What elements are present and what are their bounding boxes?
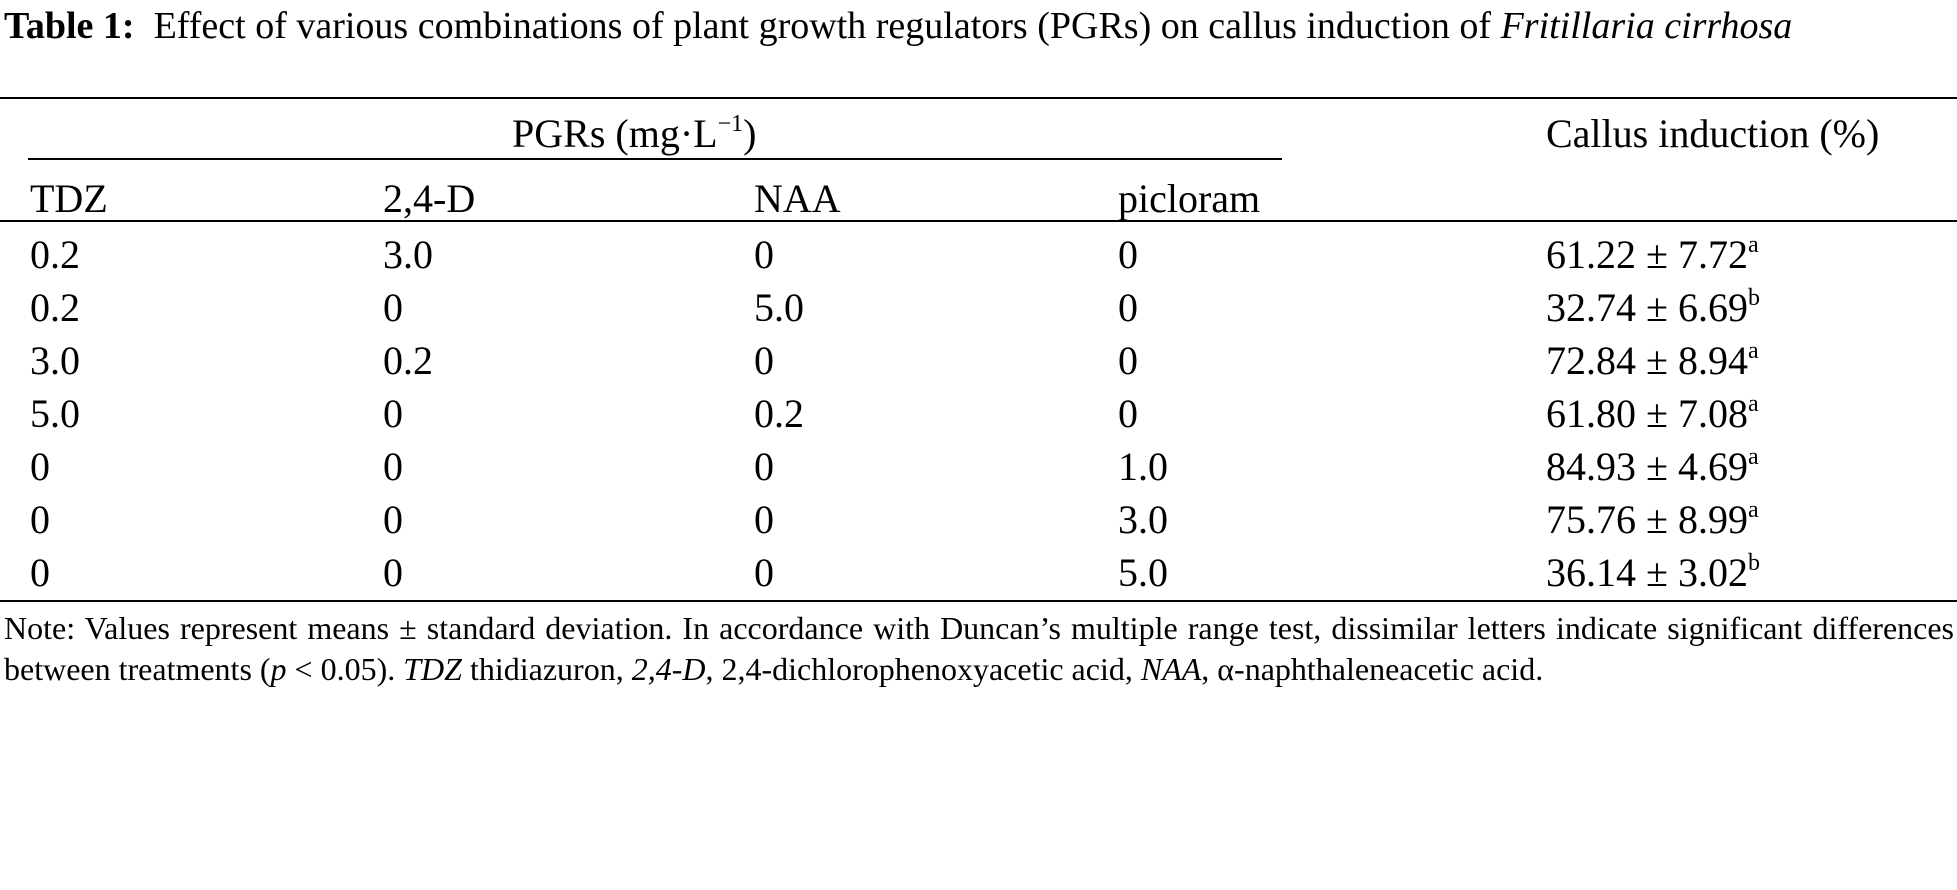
pgr-unit-exponent: −1 <box>717 111 744 137</box>
cell-24d: 0 <box>383 497 403 542</box>
cell-tdz: 0 <box>30 444 50 489</box>
cell-naa: 0 <box>754 338 774 383</box>
cell-callus: 72.84 ± 8.94a <box>1546 337 1759 385</box>
significance-letter: a <box>1747 497 1759 523</box>
cell-naa: 0.2 <box>754 391 804 436</box>
col-header-picloram: picloram <box>1118 176 1261 221</box>
caption-species: Fritillaria cirrhosa <box>1500 5 1793 47</box>
cell-naa: 0 <box>754 550 774 595</box>
table-note: Note: Values represent means ± standard … <box>4 608 1954 690</box>
significance-letter: a <box>1747 338 1759 364</box>
cell-callus: 61.22 ± 7.72a <box>1546 231 1759 279</box>
significance-letter: a <box>1747 232 1759 258</box>
cell-tdz: 0.2 <box>30 232 80 277</box>
pgr-group-header-text: PGRs (mg·L <box>512 111 718 156</box>
col-header-24d: 2,4-D <box>383 176 476 221</box>
callus-value: 72.84 ± 8.94 <box>1546 338 1748 383</box>
cell-tdz: 3.0 <box>30 338 80 383</box>
cell-naa: 0 <box>754 497 774 542</box>
note-def-tdz: thidiazuron, <box>461 651 632 687</box>
note-text-2: < 0.05). <box>286 651 404 687</box>
cell-tdz: 0.2 <box>30 285 80 330</box>
note-def-24d: , 2,4-dichlorophenoxyacetic acid, <box>705 651 1141 687</box>
table-bottom-rule <box>0 600 1957 602</box>
cell-24d: 3.0 <box>383 232 433 277</box>
significance-letter: b <box>1747 550 1760 576</box>
cell-24d: 0 <box>383 391 403 436</box>
cell-callus: 36.14 ± 3.02b <box>1546 549 1760 597</box>
note-def-naa: , α-naphthaleneacetic acid. <box>1201 651 1544 687</box>
table-caption: Table 1: Effect of various combinations … <box>4 0 1954 53</box>
cell-naa: 5.0 <box>754 285 804 330</box>
callus-value: 84.93 ± 4.69 <box>1546 444 1748 489</box>
callus-value: 61.80 ± 7.08 <box>1546 391 1748 436</box>
cell-callus: 75.76 ± 8.99a <box>1546 496 1759 544</box>
cell-picloram: 0 <box>1118 338 1138 383</box>
callus-value: 75.76 ± 8.99 <box>1546 497 1748 542</box>
table-top-rule <box>0 97 1957 99</box>
col-header-tdz: TDZ <box>30 176 108 221</box>
callus-value: 61.22 ± 7.72 <box>1546 232 1748 277</box>
cell-24d: 0 <box>383 550 403 595</box>
significance-letter: b <box>1747 285 1760 311</box>
cell-callus: 32.74 ± 6.69b <box>1546 284 1760 332</box>
pgr-group-header-close: ) <box>743 111 757 156</box>
callus-induction-header: Callus induction (%) <box>1546 111 1880 156</box>
cell-picloram: 3.0 <box>1118 497 1168 542</box>
cell-24d: 0.2 <box>383 338 433 383</box>
cell-callus: 61.80 ± 7.08a <box>1546 390 1759 438</box>
significance-letter: a <box>1747 444 1759 470</box>
note-abbr-tdz: TDZ <box>403 651 462 687</box>
cell-picloram: 0 <box>1118 285 1138 330</box>
callus-value: 36.14 ± 3.02 <box>1546 550 1748 595</box>
callus-value: 32.74 ± 6.69 <box>1546 285 1748 330</box>
note-abbr-naa: NAA <box>1140 651 1202 687</box>
cell-picloram: 0 <box>1118 391 1138 436</box>
cell-tdz: 0 <box>30 497 50 542</box>
cell-tdz: 0 <box>30 550 50 595</box>
cell-naa: 0 <box>754 444 774 489</box>
cell-picloram: 0 <box>1118 232 1138 277</box>
cell-picloram: 1.0 <box>1118 444 1168 489</box>
caption-text: Effect of various combinations of plant … <box>153 5 1492 47</box>
significance-letter: a <box>1747 391 1759 417</box>
cell-callus: 84.93 ± 4.69a <box>1546 443 1759 491</box>
note-abbr-24d: 2,4-D <box>631 651 706 687</box>
cell-picloram: 5.0 <box>1118 550 1168 595</box>
caption-label: Table 1: <box>4 5 135 47</box>
cell-24d: 0 <box>383 444 403 489</box>
header-bottom-rule <box>0 220 1957 222</box>
cell-24d: 0 <box>383 285 403 330</box>
cell-tdz: 5.0 <box>30 391 80 436</box>
note-p-variable: p <box>270 651 287 687</box>
col-header-naa: NAA <box>754 176 841 221</box>
cell-naa: 0 <box>754 232 774 277</box>
pgr-group-rule <box>28 158 1282 160</box>
pgr-group-header: PGRs (mg·L−1) <box>512 110 756 158</box>
note-text-1: Note: Values represent means ± standard … <box>4 610 1954 687</box>
